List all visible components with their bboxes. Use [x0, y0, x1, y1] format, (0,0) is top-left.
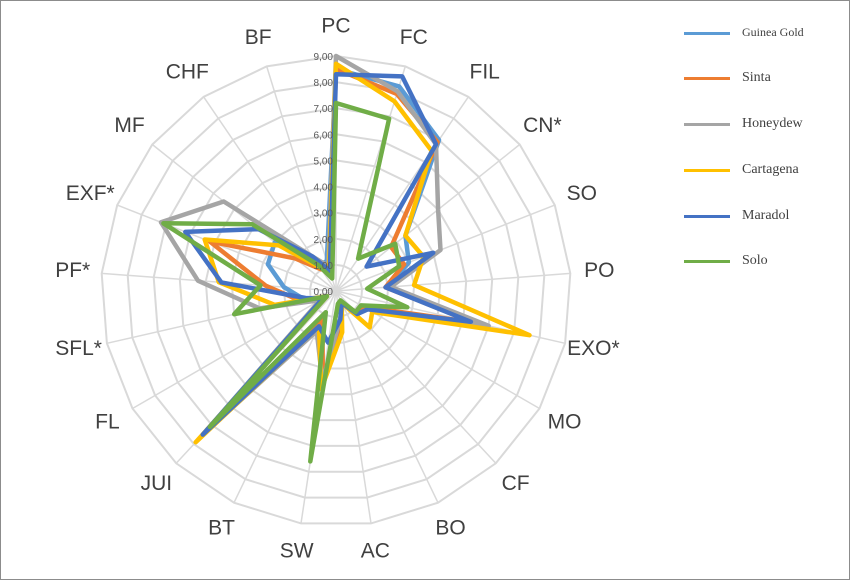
legend-label: Solo — [742, 253, 768, 268]
grid-ring — [204, 159, 468, 422]
axis-label-sfl: SFL* — [55, 337, 102, 360]
tick-label: 1,00 — [314, 261, 334, 272]
axis-label-exo: EXO* — [567, 337, 620, 360]
legend-swatch — [684, 215, 730, 218]
tick-label: 5,00 — [314, 156, 334, 167]
tick-label: 9,00 — [314, 52, 334, 63]
axis-label-fil: FIL — [470, 60, 500, 83]
axis-label-ac: AC — [361, 540, 390, 563]
axis-label-bf: BF — [245, 26, 272, 49]
legend-item-honeydew: Honeydew — [684, 114, 844, 134]
axis-label-mo: MO — [548, 411, 582, 434]
tick-label: 2,00 — [314, 235, 334, 246]
tick-label: 4,00 — [314, 183, 334, 194]
tick-label: 7,00 — [314, 104, 334, 115]
grid-ring — [178, 133, 494, 447]
grid-spoke — [116, 204, 337, 292]
legend-item-solo: Solo — [684, 251, 844, 271]
axis-label-po: PO — [584, 259, 614, 282]
grid-spoke — [132, 290, 337, 410]
axis-label-fl: FL — [95, 411, 120, 434]
axis-label-pf: PF* — [55, 259, 90, 282]
grid-ring — [230, 185, 442, 396]
grid-ring — [152, 107, 520, 473]
axis-label-chf: CHF — [166, 60, 209, 83]
legend-label: Cartagena — [742, 162, 799, 177]
legend-label: Guinea Gold — [742, 25, 804, 39]
legend-item-sinta: Sinta — [684, 68, 844, 88]
legend-swatch — [684, 77, 730, 80]
grid-spoke — [335, 272, 571, 292]
tick-label: 0,00 — [314, 287, 334, 298]
axis-label-cf: CF — [502, 472, 530, 495]
legend-label: Maradol — [742, 208, 790, 223]
tick-label: 8,00 — [314, 78, 334, 89]
axis-labels: PC FC FIL CN* SO PO EXO* MO CF BO AC SW BT JUI FL SFL* P… — [55, 15, 619, 563]
radial-tick-labels: 0,00 1,00 2,00 3,00 4,00 5,00 6,00 7,00 8,00 9,00 — [314, 52, 334, 298]
grid-ring — [100, 54, 572, 525]
grid-ring — [126, 81, 546, 499]
tick-label: 6,00 — [314, 130, 334, 141]
axis-label-cn: CN* — [523, 114, 562, 137]
axis-label-jui: JUI — [141, 472, 173, 495]
axis-label-exf: EXF* — [66, 182, 115, 205]
legend-item-maradol: Maradol — [684, 206, 844, 226]
legend-swatch — [684, 169, 730, 172]
legend-swatch — [684, 260, 730, 263]
legend-swatch — [684, 32, 730, 35]
grid-spoke — [265, 66, 337, 292]
series-cartagena — [193, 61, 532, 445]
legend-label: Honeydew — [742, 116, 803, 131]
axis-label-bo: BO — [435, 516, 465, 539]
legend-item-guinea-gold: Guinea Gold — [684, 23, 844, 43]
series-solo — [161, 100, 410, 464]
grid-spoke — [335, 290, 439, 504]
axis-label-pc: PC — [321, 15, 350, 38]
axis-label-so: SO — [567, 182, 597, 205]
grid-spoke — [151, 143, 337, 292]
axis-label-sw: SW — [280, 540, 314, 563]
legend-item-cartagena: Cartagena — [684, 160, 844, 180]
axis-label-bt: BT — [208, 516, 235, 539]
legend-swatch — [684, 123, 730, 126]
grid-spoke — [335, 204, 556, 292]
axis-label-mf: MF — [114, 114, 144, 137]
axis-label-fc: FC — [400, 26, 428, 49]
tick-label: 3,00 — [314, 209, 334, 220]
radar-series — [158, 53, 532, 464]
legend-label: Sinta — [742, 70, 771, 85]
